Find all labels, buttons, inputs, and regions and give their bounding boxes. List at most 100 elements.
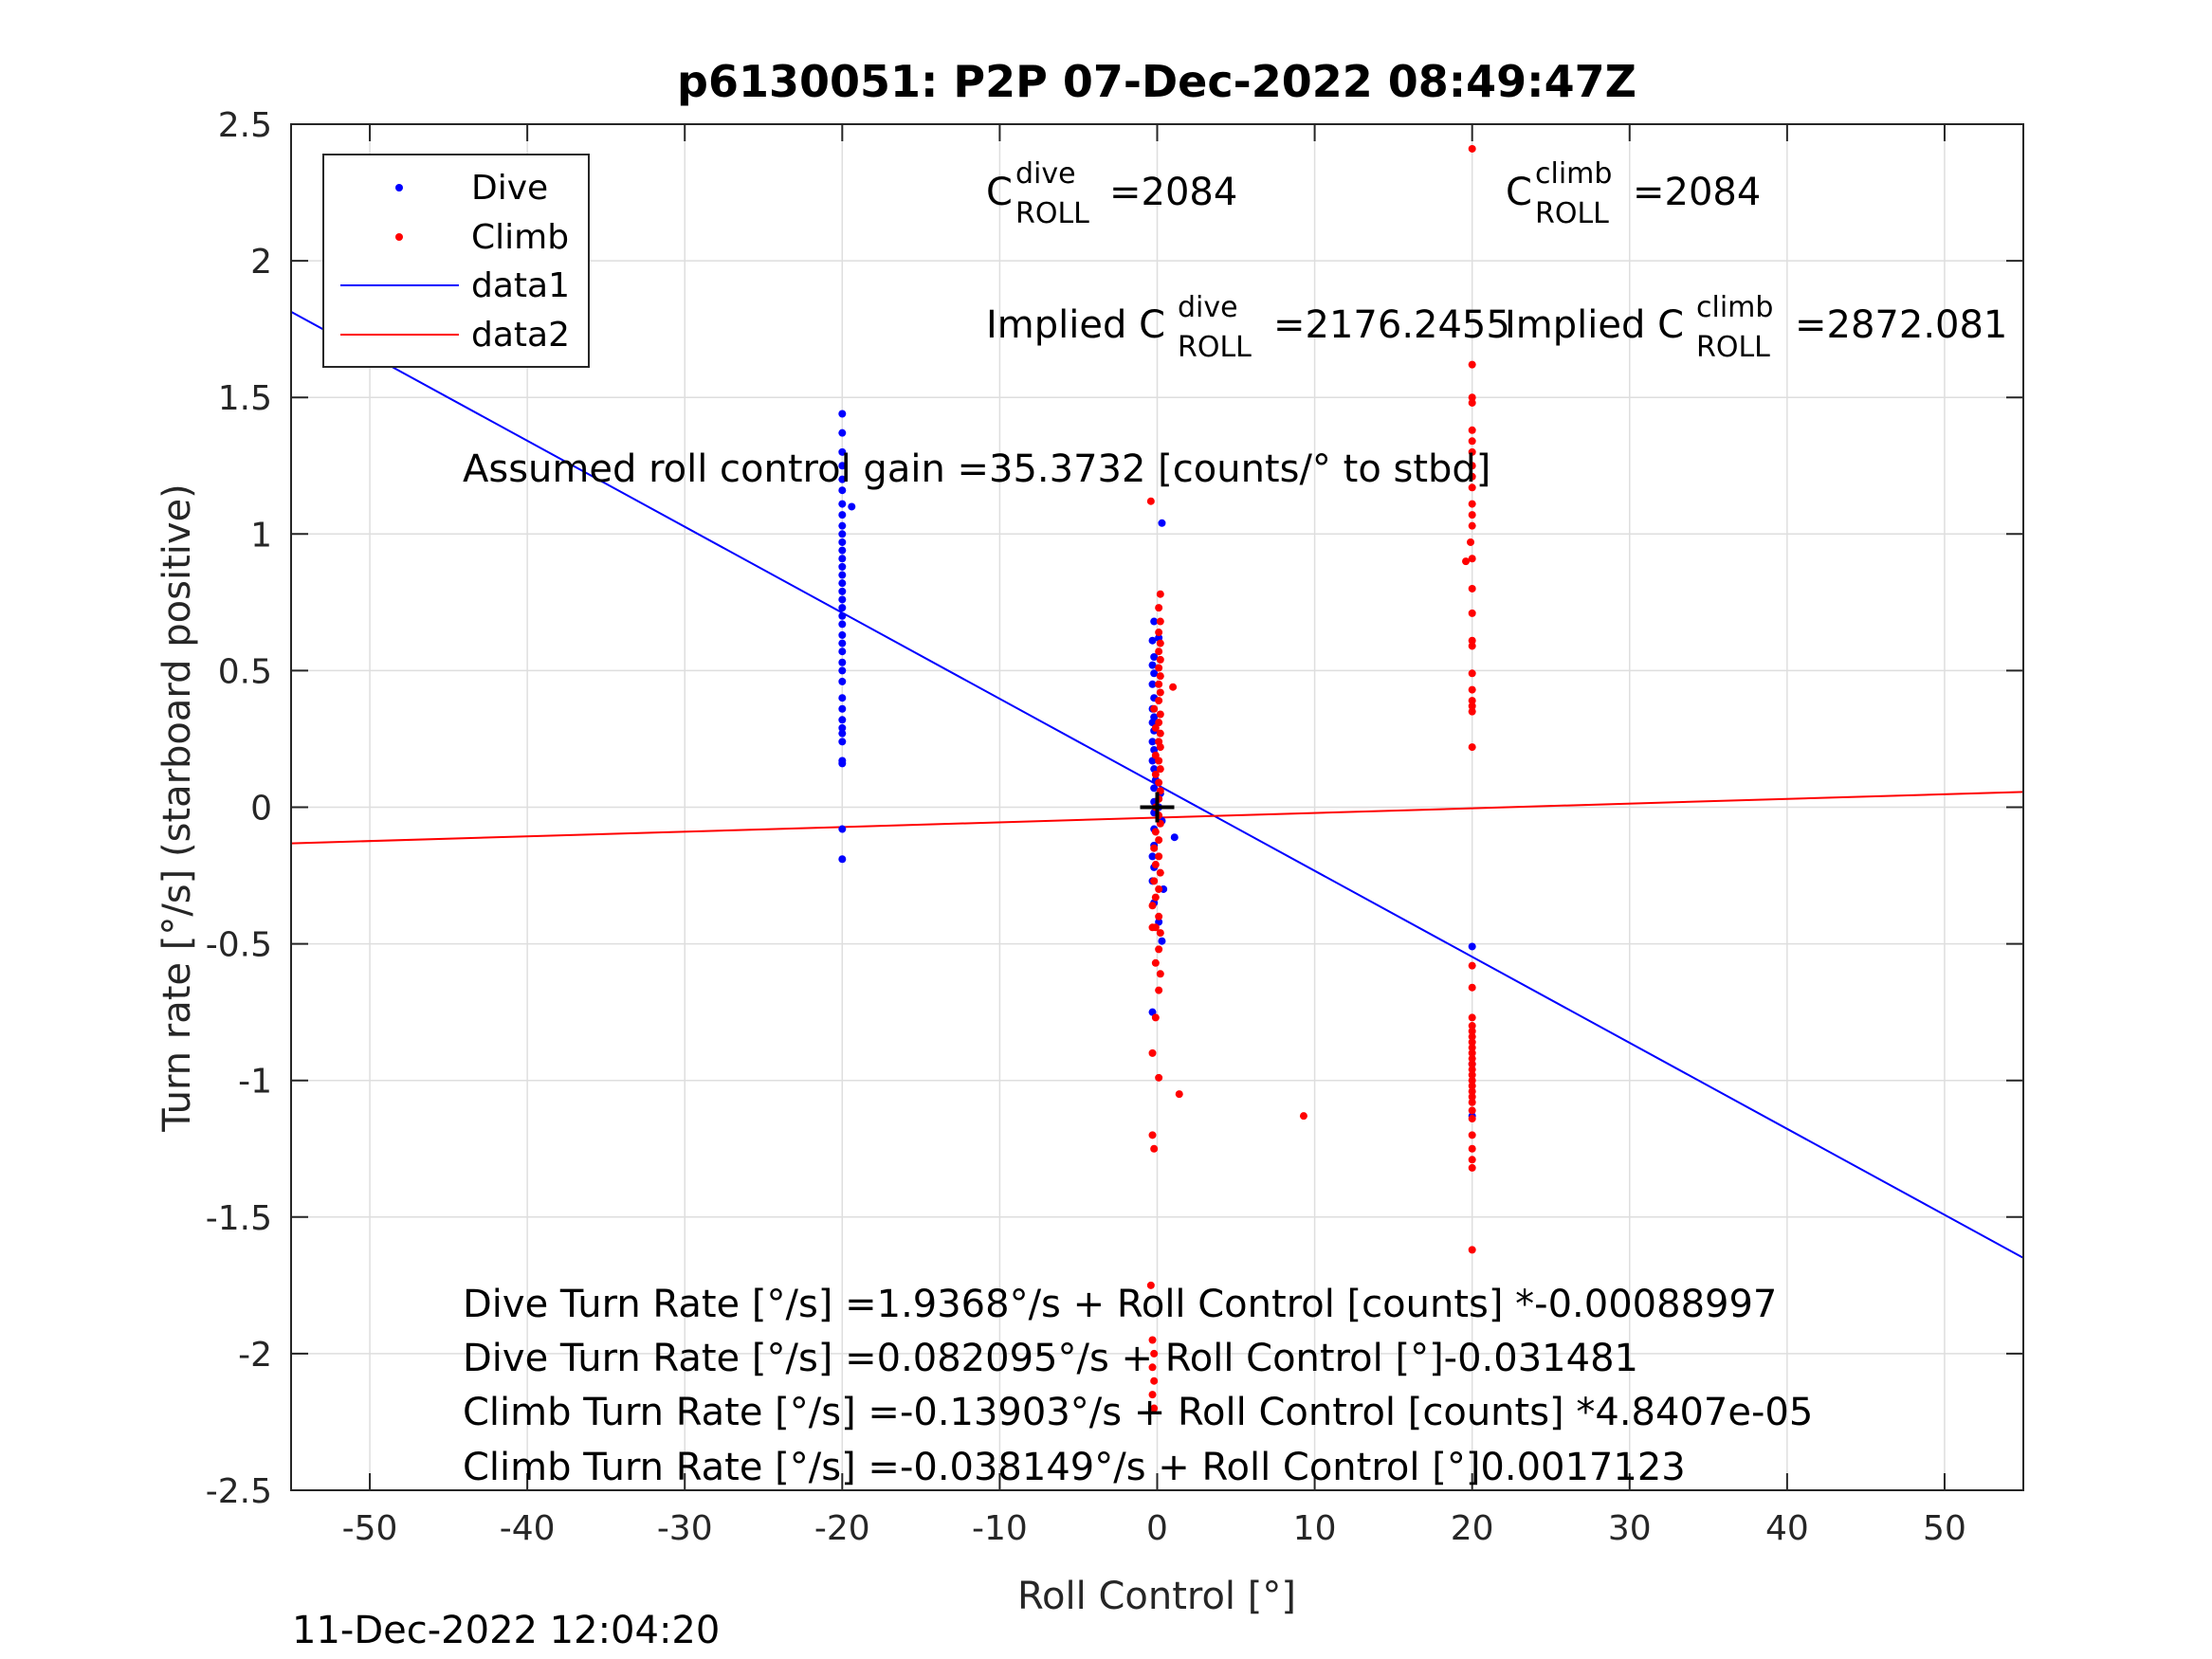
- c-roll-climb-main: C: [1506, 171, 1532, 214]
- climb-point: [1468, 426, 1476, 434]
- dive-point: [838, 579, 847, 588]
- origin-marker: [1140, 792, 1175, 823]
- climb-point: [1150, 704, 1159, 713]
- y-tick-label: 2.5: [218, 106, 272, 145]
- dive-point: [838, 694, 847, 702]
- climb-point: [1468, 1032, 1476, 1041]
- climb-point: [1468, 483, 1476, 492]
- climb-point: [1468, 393, 1476, 402]
- tick-marks: [291, 123, 2023, 1491]
- dive-point: [838, 620, 847, 629]
- climb-point: [1468, 1070, 1476, 1079]
- c-roll-climb-annotation: C climb ROLL =2084: [1506, 157, 1761, 230]
- climb-point: [1299, 1112, 1307, 1121]
- climb-point: [1175, 1090, 1183, 1099]
- dive-point: [838, 604, 847, 612]
- dive-point: [838, 538, 847, 546]
- dive-point: [838, 729, 847, 738]
- climb-point: [1148, 1363, 1157, 1372]
- climb-point: [1155, 945, 1163, 954]
- climb-point: [1150, 844, 1159, 852]
- x-tick-label: 50: [1923, 1509, 1966, 1548]
- implied-c-roll-climb-annotation: Implied C climb ROLL =2872.081: [1505, 291, 2007, 364]
- implied-c-roll-dive-superscript: dive: [1178, 291, 1238, 324]
- dive-point: [838, 639, 847, 647]
- climb-point: [1468, 462, 1476, 470]
- dive-point: [838, 738, 847, 746]
- y-tick-label: 1: [250, 516, 272, 555]
- implied-c-roll-climb-subscript: ROLL: [1696, 331, 1770, 364]
- y-tick-label: 0: [250, 790, 272, 829]
- climb-point: [1151, 828, 1160, 836]
- dive-point: [838, 595, 847, 604]
- data-points: [838, 144, 1476, 1413]
- climb-point: [1468, 584, 1476, 592]
- climb-point: [1155, 912, 1163, 921]
- dive-point: [1148, 738, 1157, 746]
- climb-point: [1156, 868, 1164, 877]
- climb-equation-counts: Climb Turn Rate [°/s] =-0.13903°/s + Rol…: [463, 1391, 1813, 1434]
- dive-point: [838, 647, 847, 656]
- climb-point: [1156, 729, 1164, 738]
- x-axis-label: Roll Control [°]: [1017, 1575, 1296, 1618]
- legend-label-dive: Dive: [471, 169, 548, 208]
- implied-c-roll-climb-main: Implied C: [1505, 303, 1684, 347]
- y-tick-label: 0.5: [218, 652, 272, 691]
- dive-point: [1170, 833, 1179, 842]
- climb-point: [1156, 639, 1164, 647]
- climb-point: [1148, 1391, 1157, 1399]
- climb-point: [1156, 672, 1164, 681]
- legend-label-climb: Climb: [471, 218, 569, 257]
- implied-c-roll-dive-main: Implied C: [986, 303, 1165, 347]
- dive-point: [1468, 942, 1476, 951]
- climb-point: [1151, 958, 1160, 967]
- climb-point: [1155, 778, 1163, 787]
- dive-point: [1148, 661, 1157, 669]
- implied-c-roll-climb-superscript: climb: [1696, 291, 1773, 324]
- climb-point: [1151, 861, 1160, 869]
- dive-point: [838, 704, 847, 713]
- climb-point: [1468, 511, 1476, 520]
- climb-point: [1148, 1131, 1157, 1139]
- dive-point: [838, 521, 847, 530]
- climb-point: [1150, 1144, 1159, 1153]
- climb-point: [1156, 655, 1164, 664]
- legend-label-data1: data1: [471, 266, 570, 305]
- dive-point: [838, 511, 847, 520]
- climb-point: [1169, 683, 1178, 691]
- climb-point: [1468, 472, 1476, 481]
- tick-labels: -50 -40 -30 -20 -10 0 10 20 30 40 50 2.5 2 1.5 1 0.5 0 -0…: [206, 106, 1966, 1548]
- climb-point: [1151, 1013, 1160, 1022]
- y-tick-label: -1: [238, 1063, 272, 1102]
- dive-point: [1150, 652, 1159, 661]
- climb-point: [1468, 983, 1476, 992]
- c-roll-climb-subscript: ROLL: [1535, 197, 1609, 230]
- climb-point: [1155, 884, 1163, 893]
- climb-point: [1148, 902, 1157, 910]
- climb-point: [1468, 1082, 1476, 1090]
- climb-point: [1468, 398, 1476, 407]
- dive-point: [1148, 680, 1157, 688]
- climb-point: [1468, 1156, 1476, 1164]
- climb-point: [1156, 617, 1164, 626]
- dive-point: [1148, 852, 1157, 861]
- climb-point: [1156, 970, 1164, 978]
- climb-point: [1468, 1060, 1476, 1068]
- climb-point: [1468, 521, 1476, 530]
- climb-point: [1468, 669, 1476, 678]
- climb-point: [1468, 642, 1476, 650]
- climb-point: [1468, 697, 1476, 705]
- climb-point: [1151, 770, 1160, 778]
- climb-point: [1468, 1115, 1476, 1123]
- climb-point: [1467, 538, 1475, 546]
- x-tick-label: 20: [1451, 1509, 1494, 1548]
- y-tick-label: 2: [250, 243, 272, 282]
- roll-gain-annotation: Assumed roll control gain =35.3732 [coun…: [463, 447, 1490, 491]
- climb-point: [1468, 609, 1476, 617]
- climb-point: [1156, 688, 1164, 697]
- c-roll-climb-value: =2084: [1633, 171, 1761, 214]
- climb-point: [1468, 1054, 1476, 1063]
- climb-point: [1150, 1404, 1159, 1413]
- x-tick-label: -40: [500, 1509, 556, 1548]
- climb-point: [1155, 757, 1163, 765]
